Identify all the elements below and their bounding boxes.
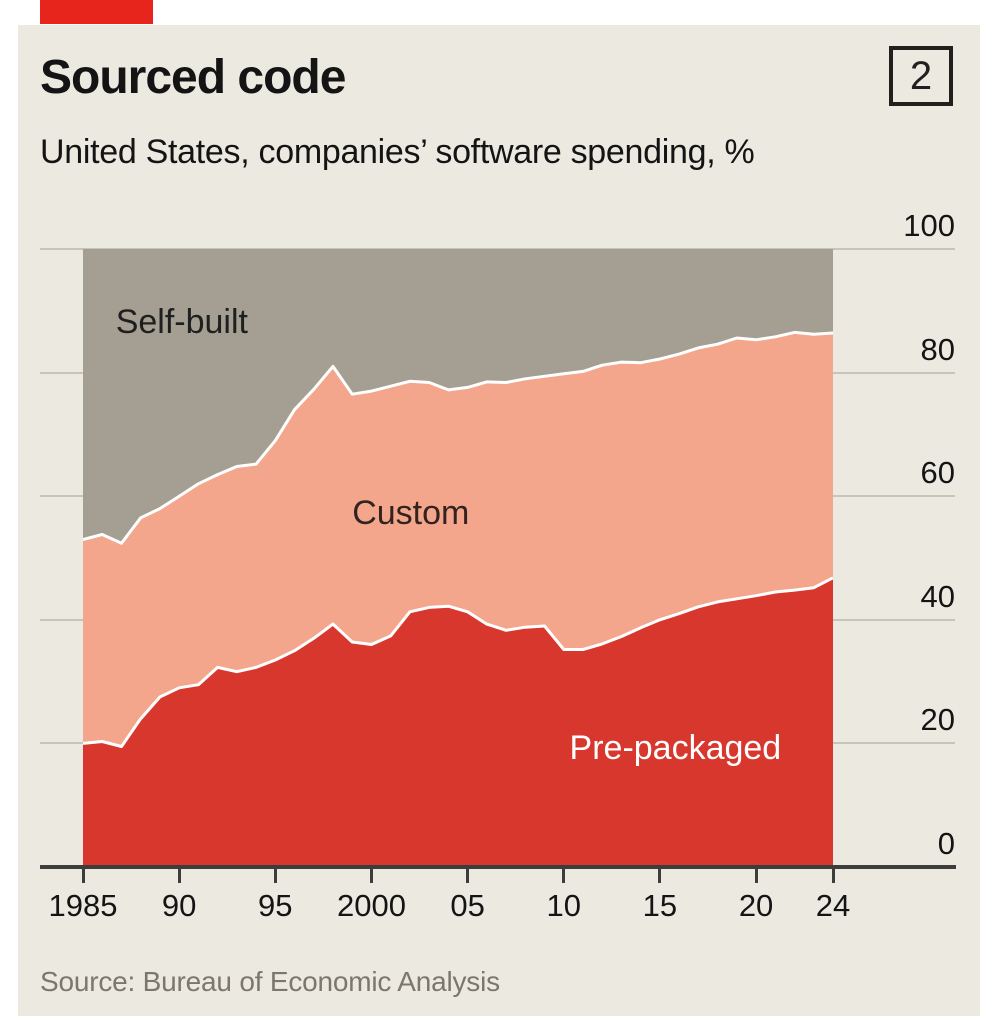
- y-tick-label: 80: [920, 331, 955, 367]
- x-tick-label: 05: [450, 888, 485, 923]
- x-tick-label: 95: [258, 888, 293, 923]
- x-tick: [177, 869, 181, 883]
- x-tick-label: 20: [738, 888, 774, 923]
- x-tick-label: 90: [161, 888, 197, 923]
- x-tick: [562, 869, 566, 883]
- boundary-line-custom: [83, 330, 833, 545]
- x-tick-label: 1985: [48, 888, 118, 923]
- boundary-line-pre-packaged: [83, 576, 833, 748]
- brand-red-tab: [40, 0, 153, 24]
- y-tick-label: 20: [920, 702, 955, 738]
- chart-index-badge: 2: [889, 46, 953, 106]
- x-axis-line: [40, 865, 956, 869]
- area-self-built: [83, 249, 833, 544]
- area-label-custom: Custom: [352, 493, 470, 532]
- area-pre-packaged: [83, 577, 833, 867]
- area-label-pre-packaged: Pre-packaged: [569, 729, 782, 768]
- x-tick: [273, 869, 277, 883]
- x-tick: [658, 869, 662, 883]
- y-tick-label: 40: [920, 578, 955, 614]
- x-tick: [466, 869, 470, 883]
- y-tick-label: 100: [903, 208, 955, 243]
- x-tick-label: 2000: [336, 888, 406, 923]
- chart-title: Sourced code: [40, 51, 346, 104]
- area-custom: [83, 332, 833, 747]
- x-tick: [81, 869, 85, 883]
- area-label-self-built: Self-built: [115, 302, 248, 341]
- x-tick: [831, 869, 835, 883]
- chart-subtitle: United States, companies’ software spend…: [40, 133, 755, 171]
- y-tick-label: 0: [937, 826, 955, 861]
- chart-index-number: 2: [909, 53, 933, 98]
- y-tick-label: 60: [920, 455, 955, 491]
- x-tick: [754, 869, 758, 883]
- stacked-area-plot: [83, 249, 833, 867]
- x-tick-label: 10: [546, 888, 581, 923]
- x-tick: [369, 869, 373, 883]
- source-note: Source: Bureau of Economic Analysis: [40, 966, 500, 997]
- x-tick-label: 24: [815, 888, 851, 923]
- x-tick-label: 15: [642, 888, 678, 923]
